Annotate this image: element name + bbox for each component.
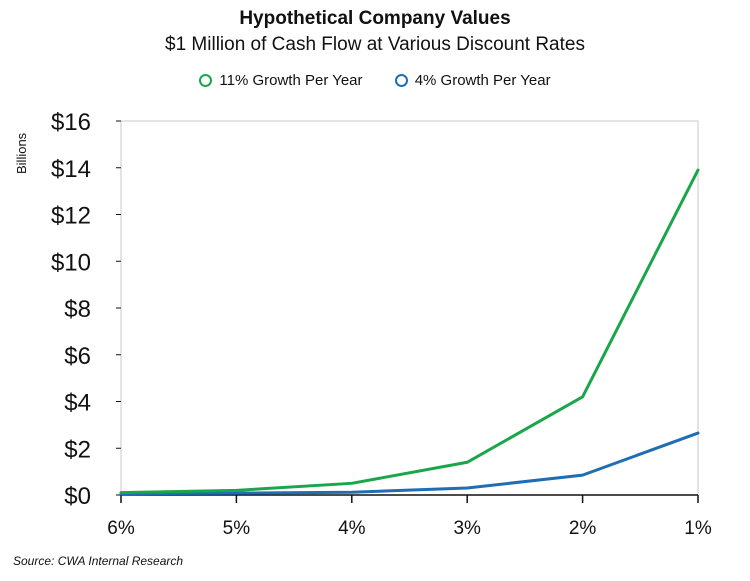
source-note: Source: CWA Internal Research xyxy=(13,554,184,568)
legend: 11% Growth Per Year 4% Growth Per Year xyxy=(0,72,750,91)
plot-frame xyxy=(120,120,699,496)
x-tick-label: 4% xyxy=(338,518,366,539)
y-tick-label: $14 xyxy=(51,156,91,183)
y-tick-label: $10 xyxy=(51,249,91,276)
y-tick-label: $2 xyxy=(64,436,91,463)
legend-item-11-growth: 11% Growth Per Year xyxy=(199,72,363,89)
series-line-4-growth xyxy=(119,431,700,496)
y-tick-label: $12 xyxy=(51,203,91,230)
chart-title: Hypothetical Company Values xyxy=(239,8,511,29)
x-tick-label: 2% xyxy=(569,518,597,539)
series-line-11-growth xyxy=(119,168,700,495)
x-tick-label: 6% xyxy=(107,518,135,539)
legend-marker-11-growth xyxy=(199,74,213,87)
legend-marker-4-growth xyxy=(394,74,408,87)
x-tick-label: 5% xyxy=(223,518,251,539)
chart-subtitle: $1 Million of Cash Flow at Various Disco… xyxy=(165,34,585,55)
legend-item-4-growth: 4% Growth Per Year xyxy=(394,72,551,89)
legend-label-11-growth: 11% Growth Per Year xyxy=(219,72,363,89)
y-tick-label: $4 xyxy=(64,390,91,417)
y-tick-label: $8 xyxy=(64,296,91,323)
x-tick-label: 3% xyxy=(453,518,481,539)
y-tick-label: $16 xyxy=(51,109,91,136)
y-tick-label: $0 xyxy=(64,483,91,510)
x-tick-label: 1% xyxy=(684,518,712,539)
y-tick-label: $6 xyxy=(64,343,91,370)
legend-label-4-growth: 4% Growth Per Year xyxy=(414,72,551,89)
